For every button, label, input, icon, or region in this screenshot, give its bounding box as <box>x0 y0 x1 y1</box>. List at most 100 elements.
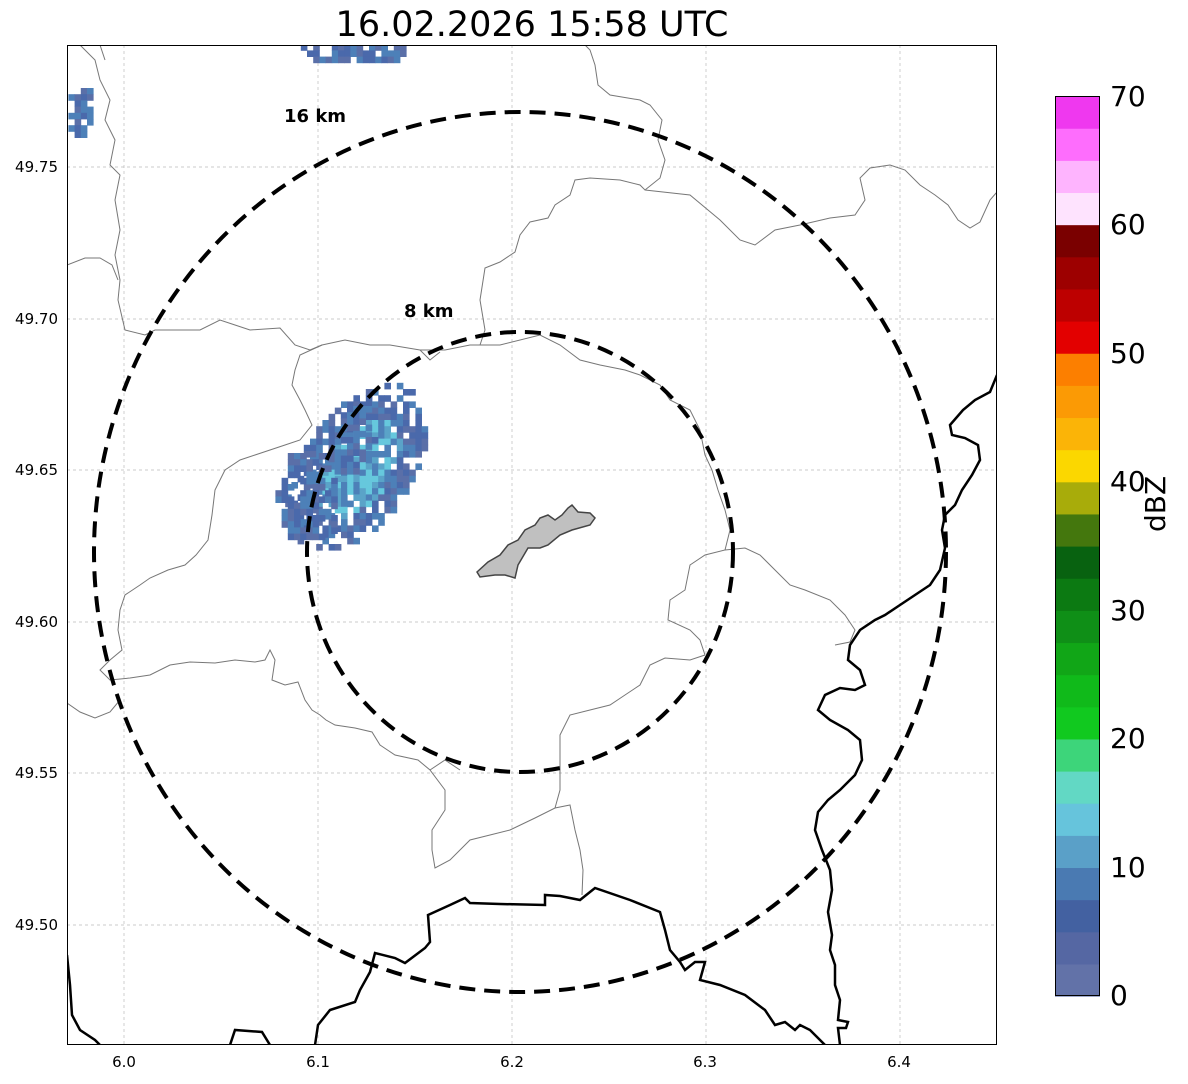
echo-pixel <box>353 468 360 475</box>
echo-pixel <box>372 488 379 495</box>
echo-pixel <box>344 45 351 51</box>
colorbar-tick-label: 60 <box>1110 208 1146 241</box>
echo-pixel <box>338 45 345 51</box>
echo-pixel <box>350 45 357 51</box>
x-tick-label: 6.3 <box>693 1053 717 1071</box>
y-tick-label: 49.50 <box>15 916 58 934</box>
echo-pixel <box>287 471 295 479</box>
echo-pixel <box>347 424 354 432</box>
echo-pixel <box>312 521 320 528</box>
echo-pixel <box>310 451 317 458</box>
echo-pixel <box>325 465 332 472</box>
echo-pixel <box>384 488 391 495</box>
echo-pixel <box>381 56 388 64</box>
echo-pixel <box>381 45 388 51</box>
echo-pixel <box>316 432 323 439</box>
colorbar-segment <box>1055 899 1100 933</box>
echo-pixel <box>328 469 336 477</box>
echo-pixel <box>328 531 336 539</box>
echo-pixel <box>294 465 301 472</box>
echo-pixel <box>403 444 410 452</box>
echo-pixel <box>359 412 366 419</box>
colorbar-segment <box>1055 481 1100 515</box>
echo-pixel <box>312 502 320 510</box>
echo-pixel <box>347 482 354 489</box>
echo-pixel <box>287 484 295 491</box>
echo-pixel <box>359 401 367 408</box>
echo-pixel <box>275 496 282 503</box>
colorbar-tick-label: 30 <box>1110 594 1146 627</box>
range-rings <box>92 110 948 994</box>
echo-pixel <box>365 463 373 470</box>
echo-pixel <box>322 438 329 446</box>
echo-pixel <box>384 475 391 483</box>
echo-pixel <box>378 463 385 470</box>
x-tick-label: 6.2 <box>500 1053 524 1071</box>
echo-pixel <box>341 432 348 439</box>
plot-frame <box>67 45 997 1045</box>
echo-pixel <box>287 521 295 528</box>
colorbar-segment <box>1055 513 1100 547</box>
echo-pixel <box>372 463 379 470</box>
echo-pixel <box>359 430 366 438</box>
echo-pixel <box>359 426 367 433</box>
echo-pixel <box>281 484 289 491</box>
echo-pixel <box>353 437 360 444</box>
echo-pixel <box>306 508 313 516</box>
echo-pixel <box>294 521 301 528</box>
colorbar-segment <box>1055 963 1100 997</box>
echo-pixel <box>328 413 336 421</box>
echo-pixel <box>409 438 416 446</box>
echo-pixel <box>365 469 373 477</box>
echo-pixel <box>281 521 289 528</box>
echo-pixel <box>396 451 404 458</box>
echo-pixel <box>318 508 326 516</box>
echo-pixel <box>322 469 329 477</box>
echo-pixel <box>409 389 416 396</box>
echo-pixel <box>300 490 307 497</box>
echo-pixel <box>331 45 339 51</box>
echo-pixel <box>378 401 385 408</box>
echo-pixel <box>334 438 342 446</box>
echo-pixel <box>316 488 323 495</box>
echo-pixel <box>396 463 404 470</box>
echo-pixel <box>87 112 94 120</box>
echo-pixel <box>359 463 367 470</box>
echo-pixel <box>334 500 342 508</box>
echo-pixel <box>328 455 335 463</box>
echo-pixel <box>287 515 295 522</box>
echo-pixel <box>80 94 88 101</box>
echo-pixel <box>353 401 360 408</box>
echo-pixel <box>74 125 82 132</box>
echo-pixel <box>372 525 379 532</box>
echo-pixel <box>356 50 364 57</box>
echo-pixel <box>353 488 360 495</box>
echo-pixel <box>390 420 398 427</box>
echo-pixel <box>313 45 320 51</box>
echo-pixel <box>287 496 295 503</box>
echo-pixel <box>316 500 323 508</box>
echo-pixel <box>390 488 398 495</box>
echo-pixel <box>396 395 404 402</box>
echo-pixel <box>341 401 348 408</box>
echo-pixel <box>353 525 360 532</box>
echo-pixel <box>318 477 326 485</box>
colorbar-label: dBZ <box>1139 475 1172 532</box>
echo-pixel <box>390 432 398 439</box>
range-ring-8km <box>305 330 735 774</box>
echo-pixel <box>294 502 301 510</box>
echo-pixel <box>322 513 329 520</box>
echo-pixel <box>365 437 373 444</box>
colorbar-segment <box>1055 192 1100 226</box>
echo-pixel <box>312 484 320 491</box>
echo-pixel <box>319 56 326 64</box>
y-tick-label: 49.65 <box>15 461 58 479</box>
echo-pixel <box>341 488 348 495</box>
echo-pixel <box>294 459 301 466</box>
colorbar-segment <box>1055 706 1100 740</box>
echo-pixel <box>393 50 401 57</box>
echo-pixel <box>322 426 329 433</box>
colorbar-segment <box>1055 610 1100 644</box>
echo-pixel <box>347 412 354 419</box>
echo-pixel <box>318 453 326 460</box>
